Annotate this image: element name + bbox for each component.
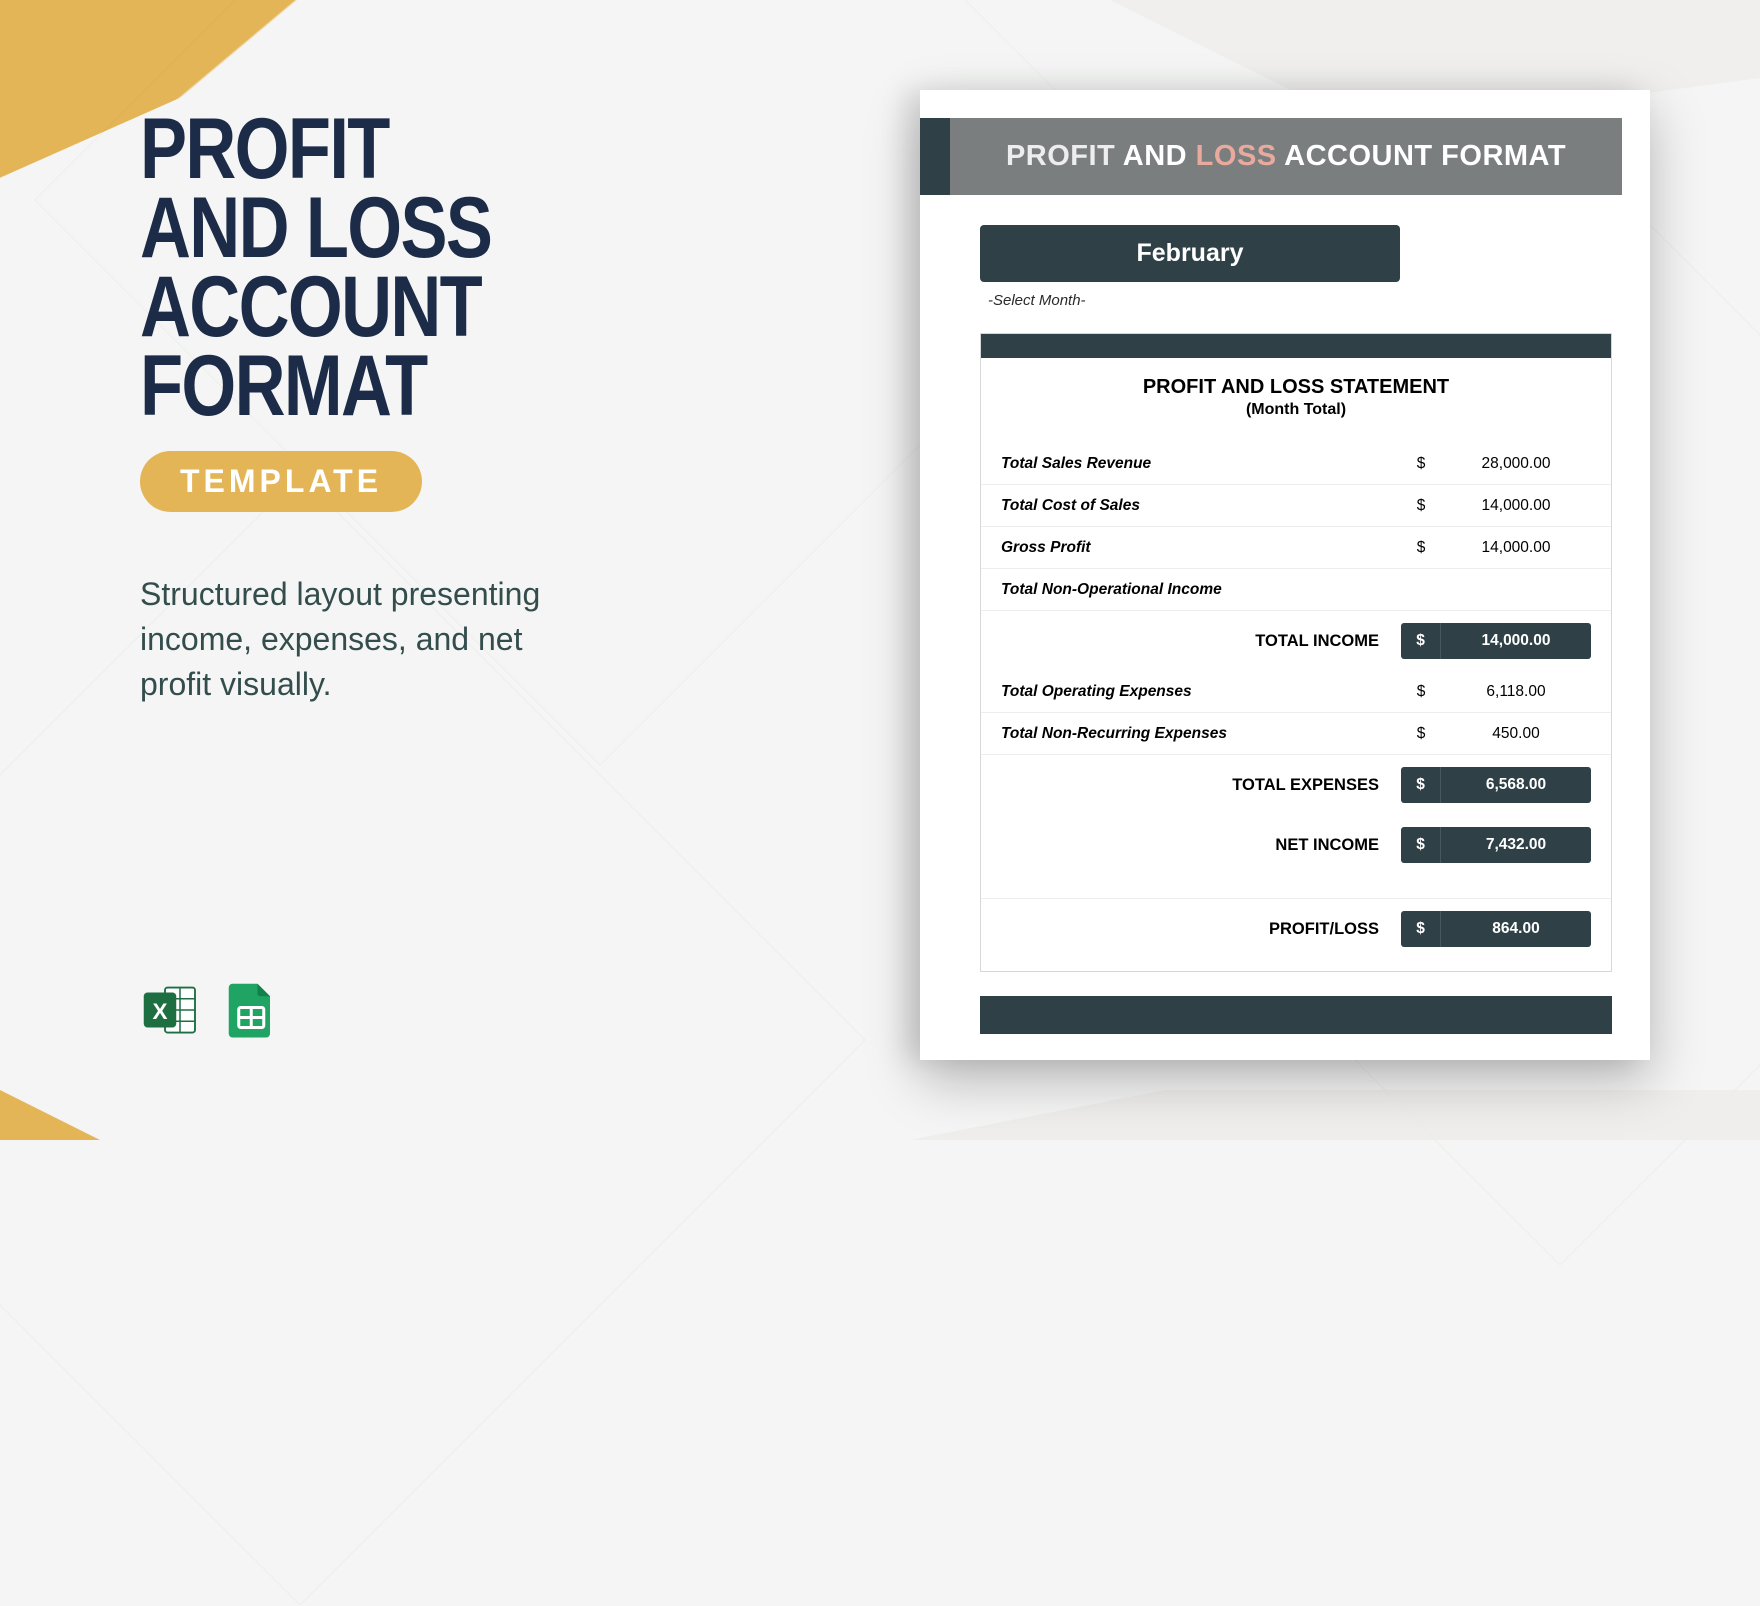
row-currency: $ <box>1401 827 1441 863</box>
template-pill: TEMPLATE <box>140 451 422 512</box>
row-currency: $ <box>1401 767 1441 803</box>
row-currency: $ <box>1401 911 1441 947</box>
row-currency: $ <box>1401 683 1441 701</box>
row-value: 28,000.00 <box>1441 455 1591 473</box>
row-label: Total Cost of Sales <box>1001 497 1401 515</box>
month-selector[interactable]: February <box>980 225 1400 282</box>
table-subtitle: (Month Total) <box>981 401 1611 443</box>
headline-line: FORMAT <box>140 347 517 426</box>
row-label: Total Non-Recurring Expenses <box>1001 725 1401 743</box>
profit-loss-row: PROFIT/LOSS $ 864.00 <box>981 899 1611 959</box>
row-currency: $ <box>1401 455 1441 473</box>
row-label: Total Operating Expenses <box>1001 683 1401 701</box>
left-column: PROFIT AND LOSS ACCOUNT FORMAT TEMPLATE … <box>140 90 600 1060</box>
row-label: TOTAL INCOME <box>1001 632 1401 651</box>
headline-line: ACCOUNT <box>140 268 517 347</box>
table-row: Total Operating Expenses $ 6,118.00 <box>981 671 1611 713</box>
row-label: Total Non-Operational Income <box>1001 581 1401 599</box>
banner-word: LOSS <box>1196 140 1277 172</box>
row-value: 6,568.00 <box>1441 767 1591 803</box>
table-title: PROFIT AND LOSS STATEMENT <box>981 358 1611 401</box>
table-row: Total Non-Recurring Expenses $ 450.00 <box>981 713 1611 755</box>
row-value: 14,000.00 <box>1441 539 1591 557</box>
select-month-hint: -Select Month- <box>980 282 1590 327</box>
row-value: 14,000.00 <box>1441 497 1591 515</box>
row-label: NET INCOME <box>1001 836 1401 855</box>
table-row: Total Sales Revenue $ 28,000.00 <box>981 443 1611 485</box>
subheadline: Structured layout presenting income, exp… <box>140 572 600 706</box>
table-row: Total Cost of Sales $ 14,000.00 <box>981 485 1611 527</box>
row-currency: $ <box>1401 725 1441 743</box>
row-currency: $ <box>1401 623 1441 659</box>
spacer-row <box>981 875 1611 899</box>
statement-table: PROFIT AND LOSS STATEMENT (Month Total) … <box>980 333 1612 972</box>
headline-line: AND LOSS <box>140 189 517 268</box>
row-value: 6,118.00 <box>1441 683 1591 701</box>
doc-footer-bar <box>980 996 1612 1034</box>
total-expenses-row: TOTAL EXPENSES $ 6,568.00 <box>981 755 1611 815</box>
row-label: TOTAL EXPENSES <box>1001 776 1401 795</box>
banner-word: PROFIT <box>1006 140 1115 172</box>
row-currency: $ <box>1401 497 1441 515</box>
banner-word: ACCOUNT FORMAT <box>1284 140 1566 172</box>
row-value: 864.00 <box>1441 911 1591 947</box>
row-currency: $ <box>1401 539 1441 557</box>
headline-line: PROFIT <box>140 110 517 189</box>
document-preview: PROFIT AND LOSS ACCOUNT FORMAT February … <box>920 90 1650 1060</box>
table-row: Total Non-Operational Income <box>981 569 1611 611</box>
row-value: 7,432.00 <box>1441 827 1591 863</box>
headline: PROFIT AND LOSS ACCOUNT FORMAT <box>140 110 517 426</box>
row-label: Gross Profit <box>1001 539 1401 557</box>
row-value: 450.00 <box>1441 725 1591 743</box>
total-income-row: TOTAL INCOME $ 14,000.00 <box>981 611 1611 671</box>
row-label: PROFIT/LOSS <box>1001 920 1401 939</box>
doc-banner: PROFIT AND LOSS ACCOUNT FORMAT <box>920 118 1622 195</box>
row-label: Total Sales Revenue <box>1001 455 1401 473</box>
net-income-row: NET INCOME $ 7,432.00 <box>981 815 1611 875</box>
banner-word: AND <box>1123 140 1187 172</box>
table-row: Gross Profit $ 14,000.00 <box>981 527 1611 569</box>
row-value: 14,000.00 <box>1441 623 1591 659</box>
